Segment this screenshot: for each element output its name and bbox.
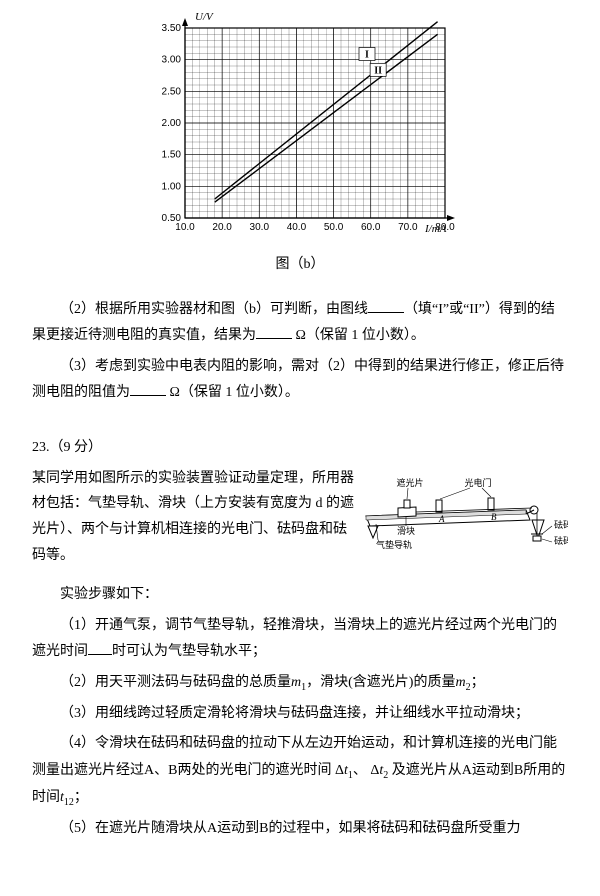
svg-text:I: I bbox=[365, 50, 369, 61]
s4d: ； bbox=[74, 790, 88, 805]
svg-text:U/V: U/V bbox=[195, 11, 214, 23]
q23-s3: （3）用细线跨过轻质定滑轮将滑块与砝码盘连接，并让细线水平拉动滑块； bbox=[32, 701, 568, 728]
q23-head: 23.（9 分） bbox=[32, 435, 568, 462]
s2c: ； bbox=[471, 675, 485, 690]
q23-intro: 某同学用如图所示的实验装置验证动量定理，所用器材包括：气垫导轨、滑块（上方安装有… bbox=[32, 466, 358, 570]
q2-blank1 bbox=[368, 299, 404, 313]
svg-text:砝码: 砝码 bbox=[554, 535, 568, 546]
q2-tail: Ω（保留 1 位小数）。 bbox=[292, 328, 425, 343]
svg-text:3.50: 3.50 bbox=[162, 23, 182, 34]
q23-s2: （2）用天平测法码与砝码盘的总质量m1，滑块(含遮光片)的质量m2； bbox=[32, 670, 568, 697]
q2-blank2 bbox=[256, 325, 292, 339]
svg-text:40.0: 40.0 bbox=[287, 222, 307, 233]
svg-text:B: B bbox=[491, 512, 497, 522]
svg-text:1.00: 1.00 bbox=[162, 181, 182, 192]
q2-para: （2）根据所用实验器材和图（b）可判断，由图线（填“I”或“II”）得到的结果更… bbox=[32, 297, 568, 350]
voltage-current-chart: 10.020.030.040.050.060.070.080.00.501.00… bbox=[145, 8, 455, 248]
q3-para: （3）考虑到实验中电表内阻的影响，需对（2）中得到的结果进行修正，修正后待测电阻… bbox=[32, 354, 568, 407]
s2-m1: m bbox=[291, 675, 301, 690]
s2b: ，滑块(含遮光片)的质量 bbox=[306, 675, 455, 690]
q3-tail: Ω（保留 1 位小数）。 bbox=[166, 385, 299, 400]
svg-text:滑块: 滑块 bbox=[397, 525, 415, 536]
svg-text:A: A bbox=[438, 514, 445, 524]
svg-text:60.0: 60.0 bbox=[361, 222, 381, 233]
q23-intro-block: 某同学用如图所示的实验装置验证动量定理，所用器材包括：气垫导轨、滑块（上方安装有… bbox=[32, 466, 568, 573]
s4-t12sub: 12 bbox=[64, 797, 74, 808]
svg-text:2.00: 2.00 bbox=[162, 118, 182, 129]
svg-text:光电门: 光电门 bbox=[464, 477, 491, 488]
s1-blank bbox=[88, 641, 112, 655]
s2a: （2）用天平测法码与砝码盘的总质量 bbox=[60, 675, 291, 690]
svg-text:气垫导轨: 气垫导轨 bbox=[376, 539, 412, 550]
svg-text:遮光片: 遮光片 bbox=[396, 477, 423, 488]
svg-text:50.0: 50.0 bbox=[324, 222, 344, 233]
svg-text:2.50: 2.50 bbox=[162, 86, 182, 97]
q23-steps-head: 实验步骤如下： bbox=[32, 582, 568, 609]
q23-s4: （4）令滑块在砝码和砝码盘的拉动下从左边开始运动，和计算机连接的光电门能测量出遮… bbox=[32, 731, 568, 811]
q23-s5: （5）在遮光片随滑块从A运动到B的过程中，如果将砝码和砝码盘所受重力 bbox=[32, 816, 568, 843]
q3-blank bbox=[130, 382, 166, 396]
svg-text:砝码盘: 砝码盘 bbox=[554, 519, 568, 530]
svg-text:I/mA: I/mA bbox=[424, 223, 447, 235]
svg-text:0.50: 0.50 bbox=[162, 213, 182, 224]
chart-caption: 图（b） bbox=[32, 252, 568, 279]
apparatus-diagram: 遮光片 光电门气垫导轨 滑块 A B 砝码盘砝码 bbox=[358, 472, 568, 573]
svg-text:70.0: 70.0 bbox=[398, 222, 418, 233]
svg-text:20.0: 20.0 bbox=[212, 222, 232, 233]
svg-text:1.50: 1.50 bbox=[162, 150, 182, 161]
svg-text:30.0: 30.0 bbox=[250, 222, 270, 233]
s2-m2: m bbox=[455, 675, 465, 690]
svg-text:3.00: 3.00 bbox=[162, 55, 182, 66]
q2-prefix: （2）根据所用实验器材和图（b）可判断，由图线 bbox=[60, 302, 368, 317]
svg-text:II: II bbox=[374, 65, 382, 76]
s4b: 、 Δ bbox=[353, 763, 380, 778]
s1b: 时可认为气垫导轨水平； bbox=[112, 644, 266, 659]
q23-s1: （1）开通气泵，调节气垫导轨，轻推滑块，当滑块上的遮光片经过两个光电门的遮光时间… bbox=[32, 613, 568, 666]
